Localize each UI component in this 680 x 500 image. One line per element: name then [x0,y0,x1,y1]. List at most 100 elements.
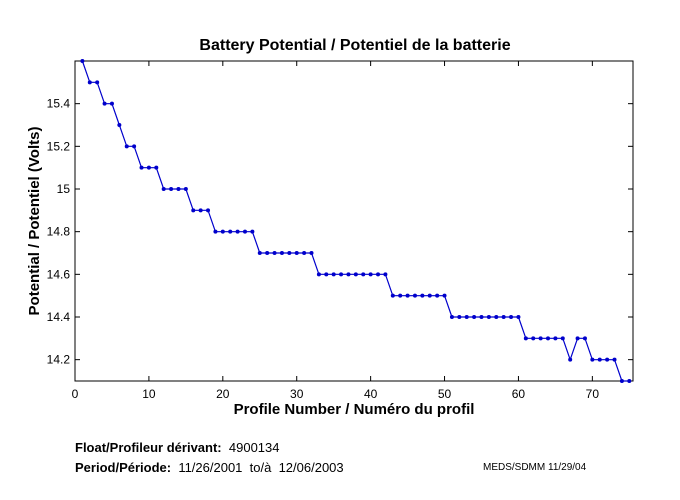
data-point [316,272,321,277]
float-info: Float/Profileur dérivant: 4900134 [75,440,280,455]
data-point [619,379,624,383]
data-point [449,315,454,319]
data-point [546,336,551,341]
data-point [235,229,240,234]
data-point [309,251,314,255]
data-point [146,165,151,170]
data-point [376,272,381,277]
period-label: Period/Période: [75,460,172,475]
data-point [339,272,344,277]
data-point [575,336,580,341]
data-point [464,315,469,319]
data-point [390,293,395,298]
data-point [605,357,610,362]
data-point [597,357,602,362]
data-point [265,251,270,255]
data-point [80,59,85,63]
data-point [486,315,491,319]
data-point [331,272,336,277]
x-axis: 0 10 20 30 40 50 60 70 [72,61,600,401]
data-point [435,293,440,298]
y-axis: 14.2 14.4 14.6 14.8 15 15.2 15.4 [47,97,633,367]
x-tick-label: 0 [72,387,79,401]
data-point [139,165,144,170]
data-point [272,251,277,255]
data-point [582,336,587,341]
data-point [287,251,292,255]
data-point [398,293,403,298]
data-point [242,229,247,234]
data-point [169,187,174,191]
period-end: 12/06/2003 [278,460,344,475]
float-label: Float/Profileur dérivant: [75,440,222,455]
data-point [257,251,262,255]
plot-area-frame [74,60,634,382]
data-point [568,357,573,362]
period-info: Period/Période: 11/26/2001 to/à 12/06/20… [75,460,344,475]
data-points [80,59,632,383]
data-point [87,80,92,85]
data-point [368,272,373,277]
data-point [361,272,366,277]
y-tick-label: 15.2 [47,139,71,153]
data-point [412,293,417,298]
data-point [294,251,299,255]
float-id: 4900134 [228,440,280,455]
data-point [124,144,129,149]
x-tick-label: 50 [438,387,452,401]
data-point [538,336,543,341]
data-point [627,379,632,383]
data-point [176,187,181,191]
x-tick-label: 40 [364,387,378,401]
battery-potential-chart: Battery Potential / Potentiel de la batt… [26,37,634,418]
data-point [590,357,595,362]
x-tick-label: 70 [586,387,600,401]
data-point [191,208,196,213]
period-start: 11/26/2001 [178,460,243,475]
data-point [494,315,499,319]
x-axis-label: Profile Number / Numéro du profil [234,401,475,418]
data-point [213,229,218,234]
chart-title: Battery Potential / Potentiel de la batt… [199,37,510,54]
data-point [95,80,100,85]
data-point [154,165,159,170]
data-point [501,315,506,319]
x-tick-label: 10 [142,387,156,401]
data-point [612,357,617,362]
data-point [531,336,536,341]
data-point [553,336,558,341]
data-point [206,208,211,213]
data-point [161,187,166,191]
x-tick-label: 30 [290,387,304,401]
data-point [132,144,137,149]
data-point [279,251,284,255]
data-point [427,293,432,298]
y-axis-label: Potential / Potentiel (Volts) [26,127,43,316]
data-point [383,272,388,277]
y-tick-label: 14.8 [47,225,71,239]
x-tick-label: 60 [512,387,526,401]
data-point [183,187,188,191]
y-tick-label: 14.6 [47,267,71,281]
data-point [479,315,484,319]
data-point [509,315,514,319]
data-point [324,272,329,277]
y-tick-label: 14.4 [47,310,71,324]
data-point [250,229,255,234]
data-point [346,272,351,277]
data-point [302,251,307,255]
y-tick-label: 14.2 [47,353,71,367]
data-point [472,315,477,319]
data-point [405,293,410,298]
data-point [420,293,425,298]
data-point [102,101,107,106]
credit-line: MEDS/SDMM 11/29/04 [483,462,587,473]
data-point [198,208,203,213]
x-tick-label: 20 [216,387,230,401]
battery-potential-line [81,60,630,382]
data-point [457,315,462,319]
data-point [353,272,358,277]
y-tick-label: 15 [57,182,71,196]
data-point [117,123,122,127]
y-tick-label: 15.4 [47,97,71,111]
